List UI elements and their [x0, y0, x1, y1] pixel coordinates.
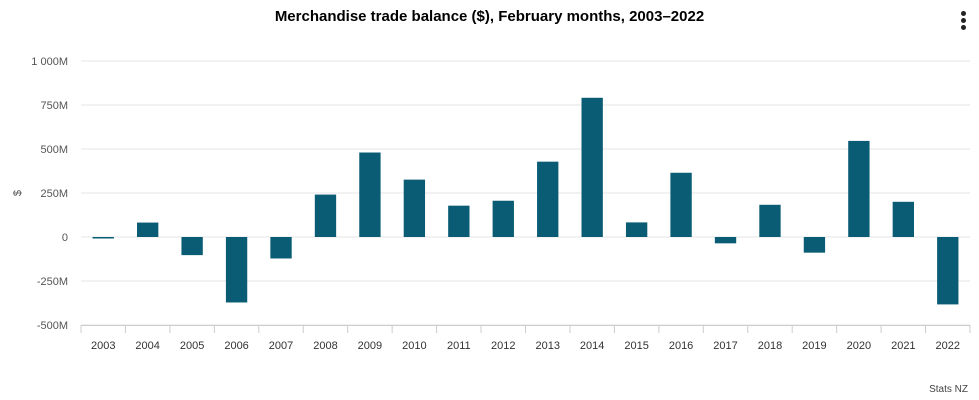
x-tick-label: 2011 [447, 340, 471, 352]
menu-dot-icon [961, 11, 966, 16]
x-tick-label: 2017 [713, 340, 737, 352]
bar-2018 [759, 204, 781, 237]
y-tick-label: -250M [37, 276, 68, 288]
bar-2011 [448, 205, 470, 237]
x-tick-label: 2013 [535, 340, 559, 352]
bar-2019 [803, 237, 826, 253]
y-tick-label: 250M [40, 188, 68, 200]
y-tick-label: 0 [62, 232, 68, 244]
x-tick-label: 2004 [135, 340, 159, 352]
gridlines [81, 60, 970, 326]
chart-title: Merchandise trade balance ($), February … [274, 8, 705, 25]
x-tick-label: 2008 [313, 340, 337, 352]
bar-2003 [92, 237, 114, 239]
bar-2006 [225, 237, 248, 303]
bar-2009 [359, 152, 381, 237]
bar-2020 [848, 140, 870, 237]
x-tick-label: 2014 [580, 340, 604, 352]
x-tick-label: 2012 [491, 340, 515, 352]
bar-2017 [714, 237, 737, 244]
source-credit: Stats NZ [929, 384, 968, 395]
bar-2013 [537, 161, 559, 237]
x-tick-label: 2020 [847, 340, 871, 352]
bar-2015 [625, 222, 648, 237]
bar-2005 [181, 237, 203, 256]
bar-2007 [270, 237, 292, 259]
x-tick-label: 2021 [891, 340, 915, 352]
x-tick-label: 2009 [358, 340, 382, 352]
x-tick-label: 2006 [224, 340, 248, 352]
x-tick-label: 2018 [758, 340, 782, 352]
y-tick-label: 500M [40, 144, 68, 156]
y-axis-label: $ [12, 190, 24, 196]
y-tick-label: 1 000M [31, 56, 68, 68]
x-tick-label: 2003 [91, 340, 115, 352]
bar-2010 [403, 179, 426, 237]
bars [92, 97, 959, 305]
x-tick-label: 2015 [624, 340, 648, 352]
x-tick-label: 2022 [936, 340, 960, 352]
bar-2012 [492, 200, 514, 237]
menu-dot-icon [961, 18, 966, 23]
bar-2022 [937, 237, 959, 305]
menu-dot-icon [961, 25, 966, 30]
bar-2014 [581, 97, 603, 237]
bar-2016 [670, 172, 692, 237]
x-tick-label: 2019 [802, 340, 826, 352]
x-tick-label: 2007 [269, 340, 293, 352]
bar-2004 [137, 222, 159, 237]
x-tick-label: 2010 [402, 340, 426, 352]
y-tick-label: 750M [40, 100, 68, 112]
y-tick-label: -500M [37, 320, 68, 332]
y-axis-ticks: -500M -250M 0 250M 500M 750M 1 000M [31, 56, 68, 332]
x-axis-ticks: 2003 2004 2005 2006 2007 2008 2009 2010 2011 2012… [80, 325, 971, 352]
bar-2008 [314, 194, 337, 237]
bar-2021 [892, 201, 914, 237]
x-tick-label: 2016 [669, 340, 693, 352]
chart-menu-button[interactable] [958, 10, 970, 32]
x-tick-label: 2005 [180, 340, 204, 352]
